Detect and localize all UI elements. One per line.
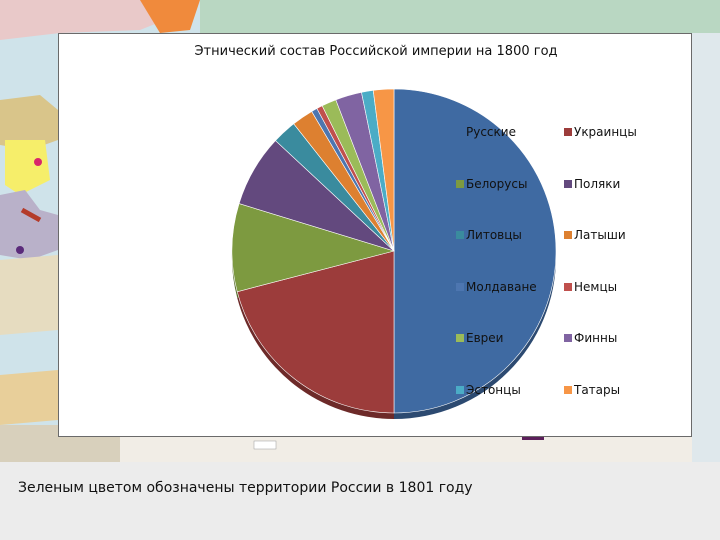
pie-slices-layer: РусскиеУкраинцыБелорусыПолякиЛитовцыЛаты… — [231, 88, 557, 414]
pie-slice: Татары — [372, 88, 395, 252]
legend-swatch — [456, 334, 464, 342]
legend-label: Немцы — [574, 279, 618, 294]
pie-slice: Украинцы — [236, 250, 395, 414]
legend-swatch — [564, 334, 572, 342]
legend-swatch — [564, 385, 572, 394]
legend-label: Украинцы — [574, 125, 637, 139]
legend-swatch — [564, 282, 572, 291]
legend-label: Поляки — [574, 176, 621, 191]
legend-label: Молдаване — [466, 279, 537, 294]
chart-frame: Этнический состав Российской империи на … — [58, 33, 692, 437]
chart-title: Этнический состав Российской империи на … — [194, 44, 558, 59]
pie-slice: Белорусы — [231, 203, 396, 293]
legend-swatch — [564, 179, 572, 188]
legend-swatch — [456, 128, 464, 136]
legend-swatch — [456, 282, 464, 291]
legend-swatch — [564, 128, 572, 136]
legend-swatch — [564, 231, 572, 239]
legend-label: Латыши — [574, 228, 626, 242]
legend-label: Эстонцы — [466, 382, 521, 397]
pie-slice: Русские — [393, 88, 557, 414]
legend-label: Финны — [574, 331, 618, 345]
legend-label: Литовцы — [466, 228, 522, 242]
legend-swatch — [456, 179, 464, 188]
legend-label: Евреи — [466, 331, 504, 345]
legend-label: Русские — [466, 125, 516, 139]
pie-chart: РусскиеУкраинцыБелорусыПолякиЛитовцыЛаты… — [231, 88, 557, 419]
legend-label: Татары — [574, 382, 621, 397]
map-caption: Зеленым цветом обозначены территории Рос… — [18, 480, 473, 496]
legend-label: Белорусы — [466, 176, 528, 191]
legend-swatch — [456, 231, 464, 239]
legend-swatch — [456, 385, 464, 394]
